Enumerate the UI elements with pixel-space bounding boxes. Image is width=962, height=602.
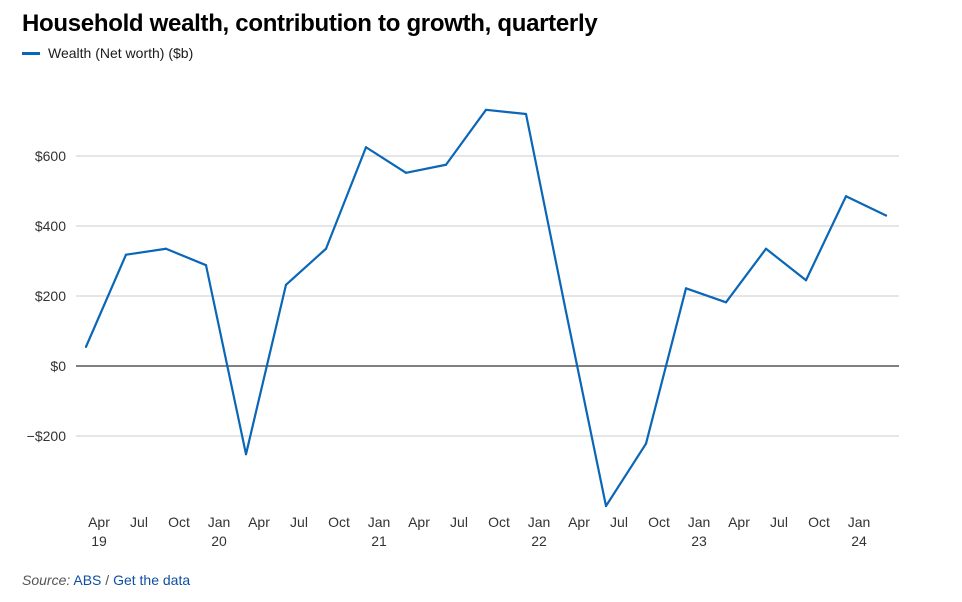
series-line-wealth: [84, 108, 888, 508]
y-tick-label: $0: [50, 358, 66, 374]
data-point: [364, 146, 368, 149]
x-tick-month: Jan: [368, 514, 391, 530]
data-point: [644, 442, 648, 445]
x-tick-month: Jul: [290, 514, 308, 530]
y-tick-label: $600: [35, 148, 66, 164]
data-point: [244, 453, 248, 456]
y-axis-ticks: $600 $400 $200 $0 −$200: [27, 148, 67, 444]
data-point: [484, 108, 488, 111]
data-point: [164, 247, 168, 250]
data-point: [844, 195, 848, 198]
data-point: [764, 247, 768, 250]
x-tick-month: Oct: [168, 514, 190, 530]
data-point: [404, 171, 408, 174]
line-chart: $600 $400 $200 $0 −$200 Apr 19 Jul Oct Jan 20 Apr J…: [27, 108, 899, 549]
source-label: Source:: [22, 572, 71, 588]
x-tick-month: Jul: [770, 514, 788, 530]
get-the-data-link[interactable]: Get the data: [113, 572, 191, 588]
x-tick-year: 19: [91, 533, 107, 549]
y-tick-label: $400: [35, 218, 66, 234]
source-separator: /: [105, 572, 110, 588]
x-tick-month: Apr: [88, 514, 110, 530]
x-tick-month: Jan: [848, 514, 871, 530]
legend: Wealth (Net worth) ($b): [22, 45, 193, 61]
x-tick-month: Apr: [568, 514, 590, 530]
x-tick-month: Apr: [248, 514, 270, 530]
legend-swatch: [22, 51, 40, 55]
x-tick-month: Apr: [728, 514, 750, 530]
source-note: Source: ABS / Get the data: [22, 572, 190, 588]
data-point: [84, 345, 88, 348]
x-tick-year: 24: [851, 533, 867, 549]
x-tick-month: Jul: [450, 514, 468, 530]
data-point: [124, 253, 128, 256]
x-tick-month: Apr: [408, 514, 430, 530]
data-point: [684, 287, 688, 290]
data-point: [564, 310, 568, 313]
x-tick-month: Jan: [528, 514, 551, 530]
source-abs-link[interactable]: ABS: [73, 572, 102, 588]
data-point: [524, 112, 528, 116]
data-point: [204, 264, 208, 267]
data-point: [804, 279, 808, 282]
x-tick-month: Oct: [808, 514, 830, 530]
x-tick-month: Oct: [328, 514, 350, 530]
legend-label: Wealth (Net worth) ($b): [48, 45, 194, 61]
data-point: [884, 214, 888, 217]
data-point: [604, 504, 608, 508]
grid-lines: [76, 155, 899, 437]
x-tick-year: 22: [531, 533, 547, 549]
x-tick-month: Jan: [688, 514, 711, 530]
x-tick-year: 21: [371, 533, 387, 549]
series-layer: [84, 108, 888, 508]
data-point: [444, 163, 448, 166]
x-tick-month: Jul: [610, 514, 628, 530]
data-point: [284, 283, 288, 286]
x-tick-month: Jul: [130, 514, 148, 530]
x-tick-month: Jan: [208, 514, 231, 530]
x-tick-year: 20: [211, 533, 227, 549]
data-point: [324, 247, 328, 250]
chart-title: Household wealth, contribution to growth…: [22, 10, 598, 37]
x-tick-year: 23: [691, 533, 707, 549]
x-tick-month: Oct: [488, 514, 510, 530]
y-tick-label: −$200: [27, 428, 67, 444]
data-point: [724, 301, 728, 304]
x-tick-month: Oct: [648, 514, 670, 530]
x-axis-ticks: Apr 19 Jul Oct Jan 20 Apr Jul Oct Jan 21 Apr Jul Oct J…: [88, 514, 870, 549]
y-tick-label: $200: [35, 288, 66, 304]
